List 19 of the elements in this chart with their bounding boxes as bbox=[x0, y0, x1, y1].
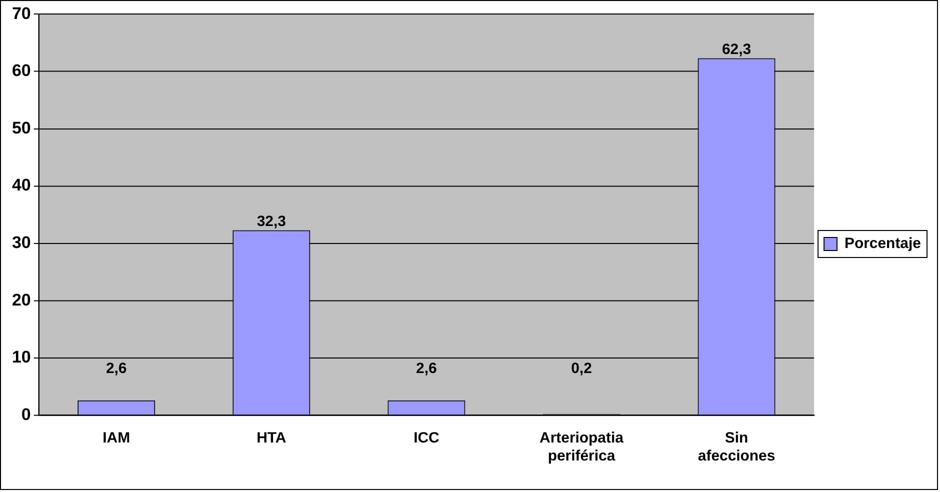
legend-label: Porcentaje bbox=[844, 235, 921, 252]
y-tick-label: 0 bbox=[21, 404, 31, 424]
x-tick-label: Arteriopatia periférica bbox=[540, 429, 624, 464]
y-tick-label: 20 bbox=[12, 290, 31, 310]
y-tick-label: 70 bbox=[12, 4, 31, 23]
x-tick-label: IAM bbox=[102, 429, 130, 446]
y-tick-label: 10 bbox=[12, 348, 31, 367]
y-tick-label: 30 bbox=[12, 233, 31, 252]
data-label: 62,3 bbox=[722, 40, 752, 58]
x-tick-label: HTA bbox=[256, 429, 286, 446]
data-label: 32,3 bbox=[256, 212, 286, 230]
y-tick-label: 60 bbox=[12, 61, 31, 80]
data-label: 2,6 bbox=[106, 360, 127, 378]
x-tick-label: Sin afecciones bbox=[698, 429, 776, 464]
y-tick-label: 40 bbox=[12, 176, 31, 195]
y-tick-label: 50 bbox=[12, 118, 31, 138]
data-label: 2,6 bbox=[416, 360, 437, 378]
data-label: 0,2 bbox=[571, 360, 592, 378]
x-tick-label: ICC bbox=[414, 429, 440, 446]
